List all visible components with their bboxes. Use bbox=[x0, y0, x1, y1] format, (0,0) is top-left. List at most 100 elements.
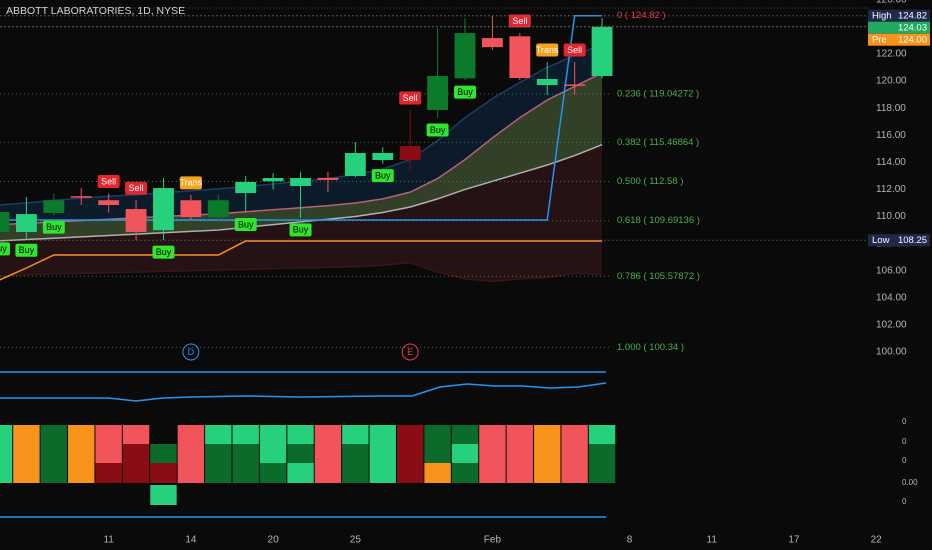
signal-badge bbox=[15, 243, 38, 257]
heatmap-cell bbox=[451, 463, 479, 483]
heatmap-cell bbox=[95, 425, 122, 444]
price-badge bbox=[868, 33, 930, 46]
price-badge-value: 124.00 bbox=[898, 35, 927, 46]
signal-badge bbox=[234, 217, 257, 231]
candle-body bbox=[509, 36, 531, 79]
heatmap-cell bbox=[205, 463, 232, 483]
signal-badge bbox=[125, 181, 148, 195]
signal-label: Sell bbox=[567, 45, 582, 55]
heatmap-cell bbox=[506, 463, 534, 483]
heatmap-cell bbox=[369, 463, 396, 483]
candle-body bbox=[344, 152, 366, 177]
x-tick-label: 22 bbox=[871, 535, 883, 546]
heatmap-cell bbox=[95, 444, 122, 463]
pane-label: 0 bbox=[902, 456, 907, 465]
price-badge-name: Low bbox=[872, 235, 890, 246]
heatmap-cell bbox=[150, 485, 177, 505]
signal-badge bbox=[536, 43, 559, 57]
y-tick-label: 106.00 bbox=[876, 265, 907, 276]
event-label: E bbox=[407, 347, 413, 357]
y-tick-label: 110.00 bbox=[876, 211, 906, 222]
heatmap-cell bbox=[424, 463, 451, 483]
x-tick-label: Feb bbox=[484, 535, 502, 546]
x-tick-label: 14 bbox=[185, 535, 197, 546]
heatmap-cell bbox=[259, 425, 287, 444]
heatmap-cell bbox=[561, 444, 588, 463]
heatmap-cell bbox=[342, 444, 369, 463]
event-marker bbox=[182, 343, 200, 361]
heatmap-cell bbox=[68, 425, 95, 444]
signal-badge bbox=[152, 245, 175, 259]
candle-body bbox=[427, 76, 449, 111]
heatmap-cell bbox=[232, 463, 259, 483]
heatmap-cell bbox=[342, 425, 369, 444]
y-tick-label: 122.00 bbox=[876, 49, 907, 60]
signal-label: Buy bbox=[457, 87, 473, 97]
fib-label: 1.000 ( 100.34 ) bbox=[617, 342, 684, 353]
heatmap-cell bbox=[287, 425, 314, 444]
signal-label: Trans bbox=[180, 178, 203, 188]
heatmap-cell bbox=[259, 444, 287, 463]
heatmap-cell bbox=[122, 425, 150, 444]
signal-label: Buy bbox=[19, 245, 35, 255]
pane-label: 0 bbox=[902, 437, 907, 446]
heatmap-cell bbox=[150, 444, 177, 463]
signal-label: Buy bbox=[156, 247, 172, 257]
heatmap-cell bbox=[95, 463, 122, 483]
pane-label: 0 bbox=[902, 417, 907, 426]
heatmap-cell bbox=[588, 463, 616, 483]
heatmap-cell bbox=[177, 463, 205, 483]
heatmap-cell bbox=[396, 463, 424, 483]
heatmap-cell bbox=[451, 425, 479, 444]
signal-label: Buy bbox=[238, 219, 254, 229]
pane-label: 0 bbox=[902, 497, 907, 506]
candle-body bbox=[43, 200, 65, 213]
signal-badge bbox=[454, 85, 476, 99]
heatmap-cell bbox=[342, 463, 369, 483]
heatmap-cell bbox=[13, 463, 40, 483]
heatmap-cell bbox=[588, 444, 616, 463]
heatmap-cell bbox=[0, 425, 13, 444]
heatmap-cell bbox=[13, 444, 40, 463]
price-badge-value: 124.03 bbox=[898, 23, 927, 34]
heatmap-cell bbox=[232, 444, 259, 463]
signal-label: Buy bbox=[375, 171, 391, 181]
heatmap-cell bbox=[479, 444, 506, 463]
heatmap-cell bbox=[424, 444, 451, 463]
heatmap-cell bbox=[506, 425, 534, 444]
heatmap-cell bbox=[40, 444, 68, 463]
candle-body bbox=[564, 84, 586, 86]
heatmap-cell bbox=[534, 463, 561, 483]
x-tick-label: 11 bbox=[707, 535, 718, 546]
y-tick-label: 118.00 bbox=[876, 103, 906, 114]
heatmap-cell bbox=[177, 444, 205, 463]
chart-title: ABBOTT LABORATORIES, 1D, NYSE bbox=[6, 5, 185, 17]
candle-body bbox=[481, 38, 503, 48]
price-badge-name: Pre bbox=[872, 35, 887, 46]
fib-label: 0.382 ( 115.46864 ) bbox=[617, 137, 699, 148]
candle-body bbox=[536, 78, 558, 86]
y-tick-label: 112.00 bbox=[876, 184, 906, 195]
candle-body bbox=[15, 214, 37, 232]
signal-badge bbox=[289, 223, 312, 237]
candle-body bbox=[591, 26, 613, 77]
event-marker bbox=[401, 343, 419, 361]
heatmap-cell bbox=[122, 463, 150, 483]
y-tick-label: 104.00 bbox=[876, 292, 907, 303]
signal-badge bbox=[426, 123, 449, 137]
candle-body bbox=[207, 200, 229, 218]
heatmap-cell bbox=[13, 425, 40, 444]
indicator-line bbox=[0, 14, 603, 221]
heatmap-cell bbox=[150, 463, 177, 483]
candle-body bbox=[70, 196, 92, 198]
heatmap-cell bbox=[479, 425, 506, 444]
heatmap-cell bbox=[479, 463, 506, 483]
y-tick-label: 100.00 bbox=[876, 347, 907, 358]
signal-label: Buy bbox=[0, 244, 7, 254]
candle-body bbox=[399, 146, 421, 161]
price-badge bbox=[868, 234, 930, 247]
candle-body bbox=[125, 209, 147, 232]
candle-body bbox=[372, 152, 394, 161]
heatmap-cell bbox=[588, 425, 616, 444]
signal-badge bbox=[97, 174, 120, 188]
